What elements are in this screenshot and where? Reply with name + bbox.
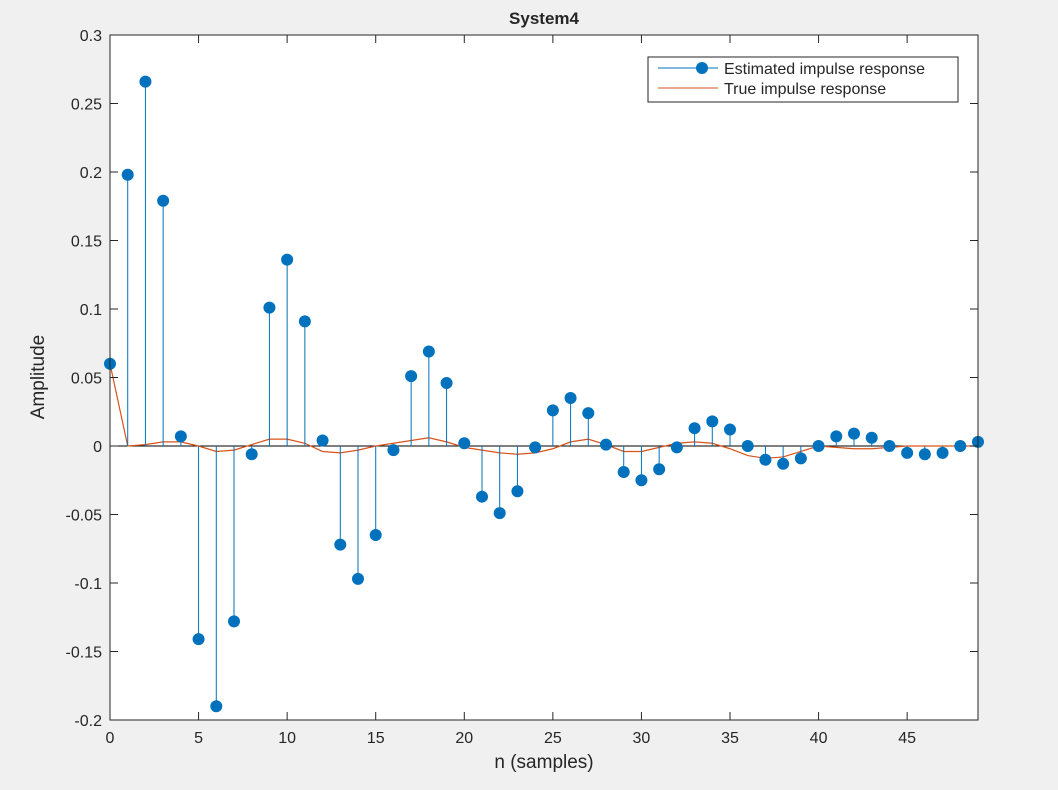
stem-marker bbox=[281, 253, 294, 266]
x-axis-label: n (samples) bbox=[494, 752, 593, 773]
plot-area bbox=[110, 35, 978, 720]
stem-marker bbox=[901, 446, 914, 459]
x-tick-label: 40 bbox=[810, 730, 828, 747]
stem-marker bbox=[387, 444, 400, 457]
stem-marker bbox=[617, 466, 630, 479]
stem-marker bbox=[139, 75, 152, 88]
stem-marker bbox=[936, 446, 949, 459]
axis-ticks: 0 5 10 15 20 25 30 35 40 45 -0.2 -0.15 -0.1 -0.05 0 0.0… bbox=[66, 28, 978, 747]
stem-marker bbox=[263, 301, 276, 314]
stem-marker bbox=[352, 572, 364, 585]
x-tick-label: 30 bbox=[633, 730, 651, 747]
stem-marker bbox=[316, 434, 329, 447]
stem-marker bbox=[298, 315, 311, 328]
stem-marker bbox=[582, 407, 595, 420]
y-tick-label: 0.15 bbox=[71, 234, 102, 251]
stem-marker bbox=[706, 415, 719, 428]
stem-marker bbox=[688, 422, 701, 435]
y-tick-label: -0.1 bbox=[74, 576, 102, 593]
y-tick-label: -0.05 bbox=[66, 508, 103, 525]
x-tick-label: 45 bbox=[898, 730, 916, 747]
stem-marker bbox=[848, 427, 860, 440]
stem-marker bbox=[724, 423, 736, 436]
stem-marker bbox=[228, 615, 240, 628]
stem-marker bbox=[529, 441, 542, 454]
y-tick-label: -0.2 bbox=[74, 713, 102, 730]
stem-marker bbox=[670, 441, 683, 454]
stem-marker bbox=[741, 440, 754, 452]
stem-marker bbox=[157, 194, 170, 207]
stem-marker bbox=[812, 440, 825, 452]
stem-marker bbox=[600, 438, 612, 451]
stem-marker bbox=[245, 448, 258, 461]
legend-stem-marker bbox=[696, 62, 708, 74]
x-tick-label: 5 bbox=[194, 730, 203, 747]
stem-marker bbox=[210, 700, 223, 713]
y-tick-label: 0 bbox=[93, 439, 102, 456]
stem-marker bbox=[564, 392, 577, 405]
stem-marker bbox=[759, 453, 772, 466]
stem-marker bbox=[653, 463, 666, 476]
y-tick-label: 0.25 bbox=[71, 97, 102, 114]
y-tick-label: 0.05 bbox=[71, 371, 102, 388]
stem-marker bbox=[493, 507, 506, 520]
x-tick-label: 25 bbox=[544, 730, 562, 747]
stem-marker bbox=[883, 440, 896, 452]
stem-marker bbox=[865, 431, 878, 444]
stem-marker bbox=[458, 437, 471, 450]
stem-marker bbox=[635, 474, 648, 487]
legend: Estimated impulse response True impulse … bbox=[647, 56, 959, 103]
y-tick-label: 0.2 bbox=[80, 165, 102, 182]
stem-marker bbox=[440, 376, 453, 389]
stem-marker bbox=[794, 452, 807, 465]
stem-marker bbox=[918, 448, 931, 461]
stem-marker bbox=[830, 430, 843, 443]
x-tick-label: 10 bbox=[278, 730, 296, 747]
stem-marker bbox=[476, 490, 488, 503]
legend-label-true: True impulse response bbox=[724, 81, 886, 98]
x-tick-label: 15 bbox=[367, 730, 385, 747]
x-tick-label: 35 bbox=[721, 730, 739, 747]
x-tick-label: 20 bbox=[455, 730, 473, 747]
stem-marker bbox=[369, 529, 382, 542]
stem-marker bbox=[334, 538, 347, 551]
y-axis-label: Amplitude bbox=[28, 335, 49, 420]
chart-marks bbox=[104, 75, 984, 713]
stem-marker bbox=[405, 370, 418, 383]
true-response-line bbox=[109, 363, 978, 459]
stem-marker bbox=[546, 404, 559, 417]
stem-marker bbox=[954, 440, 967, 452]
stem-marker bbox=[192, 633, 205, 646]
legend-label-estimated: Estimated impulse response bbox=[724, 61, 925, 78]
stem-marker bbox=[777, 457, 790, 470]
stem-marker bbox=[174, 430, 187, 443]
y-tick-label: 0.3 bbox=[80, 28, 102, 45]
chart-title: System4 bbox=[509, 9, 579, 28]
stem-marker bbox=[511, 485, 524, 498]
stem-marker bbox=[422, 345, 435, 358]
y-tick-label: -0.15 bbox=[66, 645, 103, 662]
x-tick-label: 0 bbox=[106, 730, 115, 747]
stem-marker bbox=[121, 168, 134, 181]
y-tick-label: 0.1 bbox=[80, 302, 102, 319]
